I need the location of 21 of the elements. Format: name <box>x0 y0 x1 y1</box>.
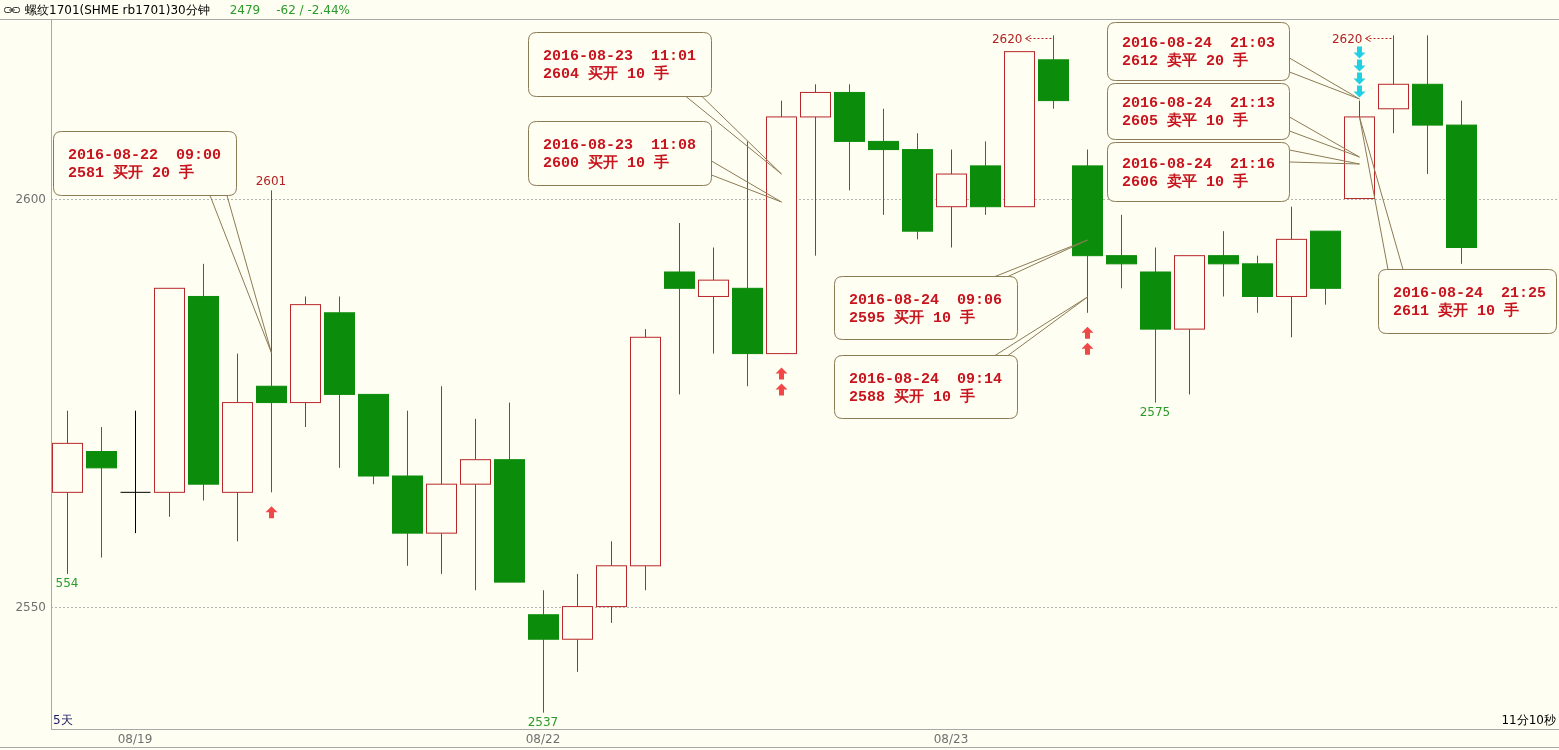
text: 11分10秒 <box>1501 713 1556 727</box>
x-tick-label: 08/23 <box>933 732 969 746</box>
y-tick-label: 2550 <box>15 599 46 614</box>
annotation: 5天 <box>53 713 73 727</box>
annotation: 2620 <box>1331 31 1363 46</box>
annotation: 554 <box>55 575 79 590</box>
annotation: 2601 <box>255 174 287 189</box>
annotation: 2016-08-24 21:03 2612 卖平 20 手 <box>1122 35 1276 70</box>
annotation: 2016-08-24 09:06 2595 买开 10 手 <box>849 291 1003 327</box>
text: 2479 <box>229 3 261 17</box>
x-tick-label: 08/22 <box>525 732 561 746</box>
annotation: 2620 <box>991 31 1023 46</box>
y-tick-label: 2600 <box>15 191 46 206</box>
text: -62 / -2.44% <box>276 3 350 17</box>
annotation: 2537 <box>527 714 559 729</box>
annotation: 2016-08-24 09:14 2588 买开 10 手 <box>849 370 1003 406</box>
x-tick-label: 08/19 <box>117 732 153 746</box>
annotation: 2016-08-22 09:00 2581 买开 20 手 <box>68 147 222 182</box>
annotation: 2575 <box>1139 404 1171 419</box>
annotation: 2016-08-24 21:16 2606 卖平 10 手 <box>1122 155 1276 191</box>
chart-title: 螺纹1701(SHME rb1701)30分钟 <box>25 3 210 17</box>
